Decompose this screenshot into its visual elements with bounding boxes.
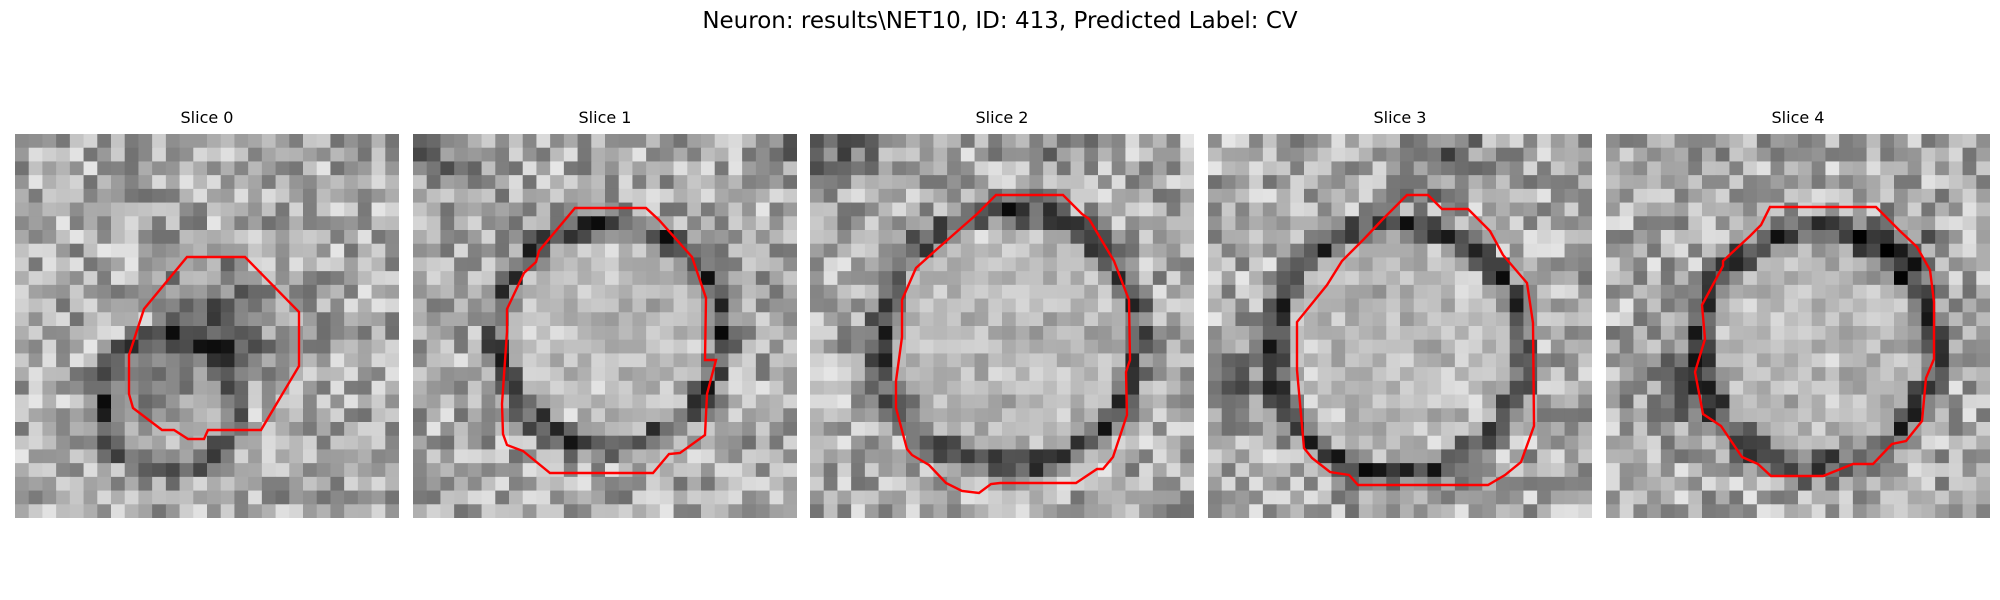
segmentation-contour bbox=[1295, 193, 1536, 487]
slice-title: Slice 2 bbox=[975, 108, 1029, 127]
slice-image-3 bbox=[1208, 134, 1592, 518]
pixel-grid bbox=[1208, 134, 1592, 518]
segmentation-contour bbox=[1693, 205, 1936, 478]
slice-title: Slice 4 bbox=[1771, 108, 1825, 127]
slice-image-2 bbox=[810, 134, 1194, 518]
slice-image-1 bbox=[413, 134, 797, 518]
slice-title: Slice 0 bbox=[180, 108, 234, 127]
slice-title: Slice 3 bbox=[1373, 108, 1427, 127]
segmentation-contour bbox=[127, 255, 301, 441]
slice-title: Slice 1 bbox=[578, 108, 632, 127]
slice-image-4 bbox=[1606, 134, 1990, 518]
slice-image-0 bbox=[15, 134, 399, 518]
figure-title: Neuron: results\NET10, ID: 413, Predicte… bbox=[702, 8, 1298, 34]
segmentation-contour bbox=[894, 193, 1132, 495]
pixel-grid bbox=[413, 134, 797, 518]
segmentation-contour bbox=[500, 206, 718, 475]
pixel-grid bbox=[1606, 134, 1990, 518]
pixel-grid bbox=[15, 134, 399, 518]
pixel-grid bbox=[810, 134, 1194, 518]
